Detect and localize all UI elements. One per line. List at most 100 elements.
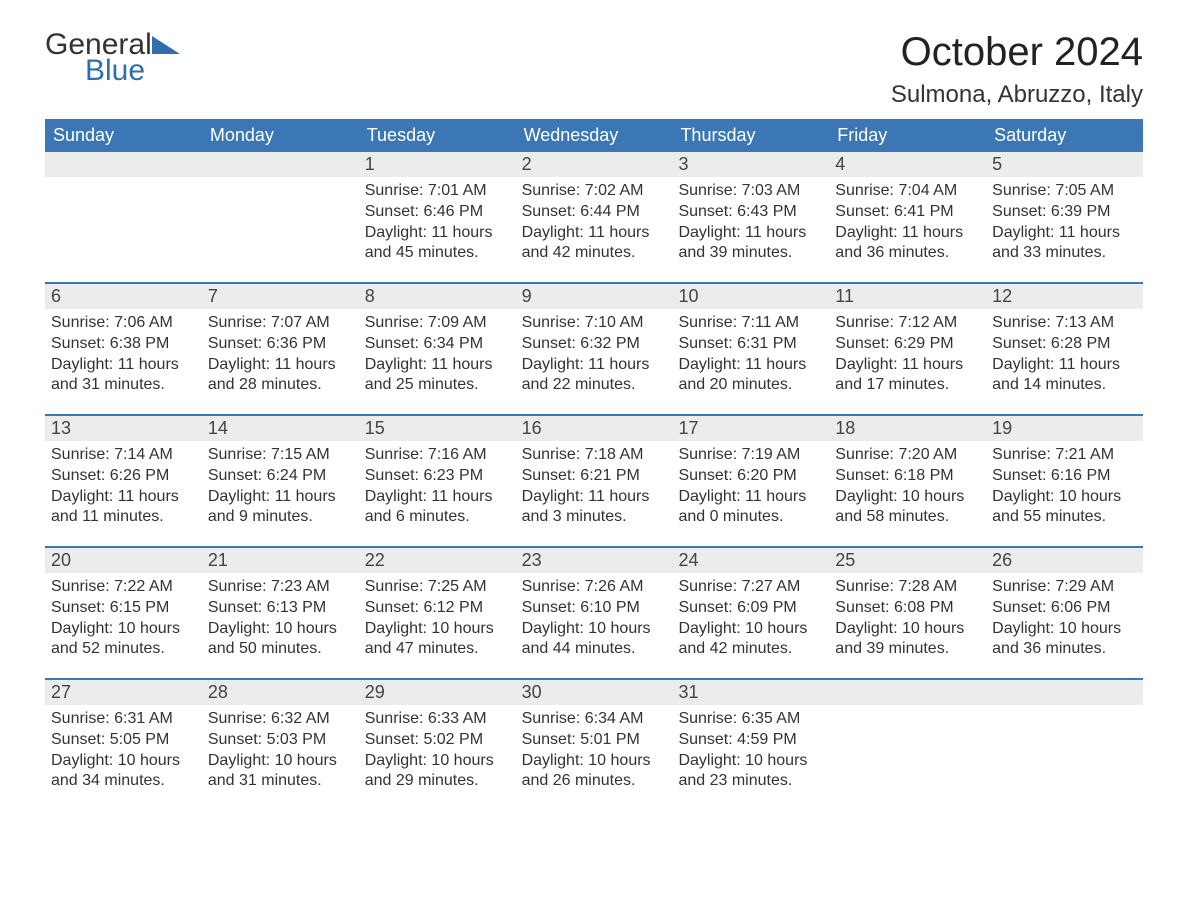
sunset-value: 6:36 PM [267,335,327,352]
sunset-value: 6:12 PM [423,599,483,616]
sunset: Sunset: 6:10 PM [522,598,667,619]
sunrise-value: 7:18 AM [585,446,644,463]
daylight: Daylight: 11 hours and 31 minutes. [51,355,196,397]
sunrise-label: Sunrise: [678,182,737,199]
sunrise-label: Sunrise: [678,314,737,331]
day-data: Sunrise: 7:13 AMSunset: 6:28 PMDaylight:… [986,309,1143,406]
day-data: Sunrise: 7:19 AMSunset: 6:20 PMDaylight:… [672,441,829,538]
day-data: Sunrise: 7:11 AMSunset: 6:31 PMDaylight:… [672,309,829,406]
day-cell: 17Sunrise: 7:19 AMSunset: 6:20 PMDayligh… [672,416,829,546]
day-cell: 29Sunrise: 6:33 AMSunset: 5:02 PMDayligh… [359,680,516,810]
daylight: Daylight: 11 hours and 3 minutes. [522,487,667,529]
day-data: Sunrise: 7:07 AMSunset: 6:36 PMDaylight:… [202,309,359,406]
daylight-label: Daylight: [365,356,427,373]
daylight: Daylight: 10 hours and 31 minutes. [208,751,353,793]
daylight-label: Daylight: [365,224,427,241]
sunset-value: 6:43 PM [737,203,797,220]
dayheader-row: SundayMondayTuesdayWednesdayThursdayFrid… [45,119,1143,152]
sunset-label: Sunset: [678,599,732,616]
sunset-value: 5:02 PM [423,731,483,748]
day-cell: 2Sunrise: 7:02 AMSunset: 6:44 PMDaylight… [516,152,673,282]
sunset-value: 6:24 PM [267,467,327,484]
day-data: Sunrise: 7:04 AMSunset: 6:41 PMDaylight:… [829,177,986,274]
sunset-value: 6:18 PM [894,467,954,484]
sunset-label: Sunset: [365,731,419,748]
sunrise: Sunrise: 7:19 AM [678,445,823,466]
day-number: 17 [672,416,829,441]
sunrise-label: Sunrise: [678,710,737,727]
sunrise: Sunrise: 7:06 AM [51,313,196,334]
dayheader-sunday: Sunday [45,119,202,152]
daylight: Daylight: 10 hours and 50 minutes. [208,619,353,661]
sunset: Sunset: 6:44 PM [522,202,667,223]
day-number: 29 [359,680,516,705]
day-data: Sunrise: 7:02 AMSunset: 6:44 PMDaylight:… [516,177,673,274]
day-number: 19 [986,416,1143,441]
sunset-value: 6:06 PM [1051,599,1111,616]
sunset: Sunset: 6:39 PM [992,202,1137,223]
day-number [45,152,202,177]
sunrise-label: Sunrise: [522,446,581,463]
day-number: 3 [672,152,829,177]
sunrise-label: Sunrise: [522,182,581,199]
logo-line2: Blue [85,56,152,86]
day-number: 11 [829,284,986,309]
daylight: Daylight: 11 hours and 36 minutes. [835,223,980,265]
day-number: 30 [516,680,673,705]
sunset-label: Sunset: [208,335,262,352]
day-number: 13 [45,416,202,441]
sunset-label: Sunset: [365,335,419,352]
sunset-value: 6:20 PM [737,467,797,484]
sunrise-label: Sunrise: [208,446,267,463]
week-row: 20Sunrise: 7:22 AMSunset: 6:15 PMDayligh… [45,546,1143,678]
daylight: Daylight: 10 hours and 44 minutes. [522,619,667,661]
sunrise-label: Sunrise: [51,446,110,463]
dayheader-saturday: Saturday [986,119,1143,152]
day-data: Sunrise: 7:01 AMSunset: 6:46 PMDaylight:… [359,177,516,274]
day-number: 23 [516,548,673,573]
sunset-value: 5:03 PM [267,731,327,748]
day-number: 28 [202,680,359,705]
daylight-label: Daylight: [678,752,740,769]
day-data: Sunrise: 6:34 AMSunset: 5:01 PMDaylight:… [516,705,673,802]
sunset-label: Sunset: [992,203,1046,220]
daylight-label: Daylight: [208,488,270,505]
sunrise: Sunrise: 7:23 AM [208,577,353,598]
sunrise-value: 7:02 AM [585,182,644,199]
daylight: Daylight: 11 hours and 9 minutes. [208,487,353,529]
sunrise-label: Sunrise: [522,710,581,727]
calendar: SundayMondayTuesdayWednesdayThursdayFrid… [45,119,1143,810]
daylight: Daylight: 10 hours and 34 minutes. [51,751,196,793]
sunrise-label: Sunrise: [365,578,424,595]
sunrise-value: 7:22 AM [114,578,173,595]
sunrise-label: Sunrise: [992,578,1051,595]
day-data: Sunrise: 6:33 AMSunset: 5:02 PMDaylight:… [359,705,516,802]
sunrise: Sunrise: 7:05 AM [992,181,1137,202]
sunset-label: Sunset: [678,203,732,220]
dayheader-monday: Monday [202,119,359,152]
day-number [202,152,359,177]
daylight-label: Daylight: [208,620,270,637]
day-cell: 22Sunrise: 7:25 AMSunset: 6:12 PMDayligh… [359,548,516,678]
dayheader-wednesday: Wednesday [516,119,673,152]
sunrise-value: 7:15 AM [271,446,330,463]
sunset: Sunset: 6:34 PM [365,334,510,355]
sunset-label: Sunset: [835,599,889,616]
sunset-value: 6:46 PM [423,203,483,220]
dayheader-thursday: Thursday [672,119,829,152]
day-number: 12 [986,284,1143,309]
sunset-value: 6:23 PM [423,467,483,484]
sunset-value: 6:44 PM [580,203,640,220]
day-cell: 23Sunrise: 7:26 AMSunset: 6:10 PMDayligh… [516,548,673,678]
day-cell: 19Sunrise: 7:21 AMSunset: 6:16 PMDayligh… [986,416,1143,546]
sunrise: Sunrise: 7:29 AM [992,577,1137,598]
daylight: Daylight: 11 hours and 14 minutes. [992,355,1137,397]
daylight-label: Daylight: [992,224,1054,241]
sunset-value: 6:41 PM [894,203,954,220]
day-data: Sunrise: 7:26 AMSunset: 6:10 PMDaylight:… [516,573,673,670]
week-row: 27Sunrise: 6:31 AMSunset: 5:05 PMDayligh… [45,678,1143,810]
sunset-label: Sunset: [51,731,105,748]
sunset: Sunset: 6:09 PM [678,598,823,619]
day-data: Sunrise: 7:27 AMSunset: 6:09 PMDaylight:… [672,573,829,670]
sunset-label: Sunset: [835,335,889,352]
